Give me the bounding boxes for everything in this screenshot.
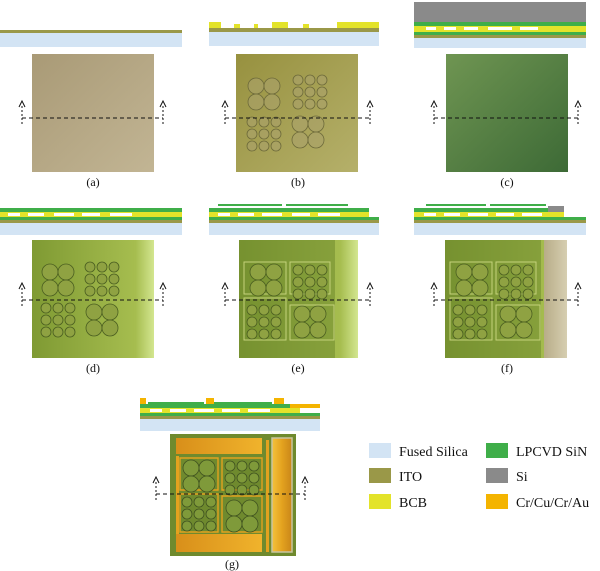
cross-section-d [0, 208, 182, 235]
legend-swatch [369, 494, 391, 509]
electrode-outlines-f [449, 261, 541, 341]
panel-d: (d) [0, 208, 182, 375]
legend-item-fused-silica: Fused Silica [369, 443, 469, 460]
top-view-c [446, 54, 568, 172]
section-line-c [430, 99, 582, 124]
panel-f: (f) [414, 204, 586, 375]
electrode-outlines-e [243, 261, 335, 341]
section-line-g [152, 475, 309, 500]
legend-item-ito: ITO [369, 468, 422, 485]
fused-silica-layer [209, 32, 379, 46]
legend-label: LPCVD SiN [516, 445, 587, 460]
section-line-d [18, 281, 167, 306]
fused-silica-layer [0, 33, 182, 47]
legend-label: Si [516, 470, 528, 485]
si-strip-f [544, 240, 567, 358]
caption-b: (b) [291, 175, 305, 189]
legend-item-metal: Cr/Cu/Cr/Au [486, 494, 589, 511]
legend-item-lpcvd-sin: LPCVD SiN [486, 443, 587, 460]
legend-item-bcb: BCB [369, 494, 427, 511]
cross-section-g [140, 398, 320, 431]
si-layer [414, 2, 586, 22]
top-view-b [236, 54, 358, 172]
legend-swatch [369, 468, 391, 483]
section-line-a [18, 99, 167, 124]
panel-a: (a) [0, 30, 182, 189]
section-line-f [430, 281, 582, 306]
cavity-circles-e [246, 263, 328, 340]
caption-d: (d) [86, 361, 100, 375]
cross-section-f [414, 204, 586, 235]
panel-g: (g) [140, 398, 320, 571]
panel-c: (c) [414, 2, 586, 189]
cross-section-a [0, 30, 182, 47]
bcb-circles-b [246, 74, 328, 152]
legend-swatch [486, 494, 508, 509]
legend-label: Cr/Cu/Cr/Au [516, 496, 589, 511]
metal-strip-g [271, 437, 293, 553]
section-line-e [221, 281, 374, 306]
panel-b: (b) [209, 22, 379, 189]
top-view-a [32, 54, 154, 172]
cross-section-e [209, 204, 379, 235]
legend-label: ITO [399, 470, 422, 485]
cross-section-b [209, 22, 379, 46]
legend: Fused Silica LPCVD SiN ITO Si BCB Cr/Cu/… [369, 443, 589, 511]
caption-e: (e) [291, 361, 304, 375]
legend-label: BCB [399, 496, 427, 511]
cavity-circles-d [40, 261, 120, 338]
cross-section-c [414, 2, 586, 48]
section-line-b [221, 99, 374, 124]
caption-f: (f) [501, 361, 513, 375]
legend-swatch [486, 468, 508, 483]
metal-pads-g [176, 438, 269, 552]
panel-e: (e) [209, 204, 379, 375]
caption-a: (a) [86, 175, 99, 189]
cavity-circles-g [181, 459, 260, 533]
legend-label: Fused Silica [399, 445, 469, 460]
caption-g: (g) [225, 557, 239, 571]
ito-layer [209, 28, 379, 32]
cavity-circles-f [452, 263, 534, 340]
legend-swatch [369, 443, 391, 458]
caption-c: (c) [500, 175, 513, 189]
legend-item-si: Si [486, 468, 528, 485]
ito-layer [0, 30, 182, 33]
legend-swatch [486, 443, 508, 458]
top-view-d [32, 240, 154, 358]
